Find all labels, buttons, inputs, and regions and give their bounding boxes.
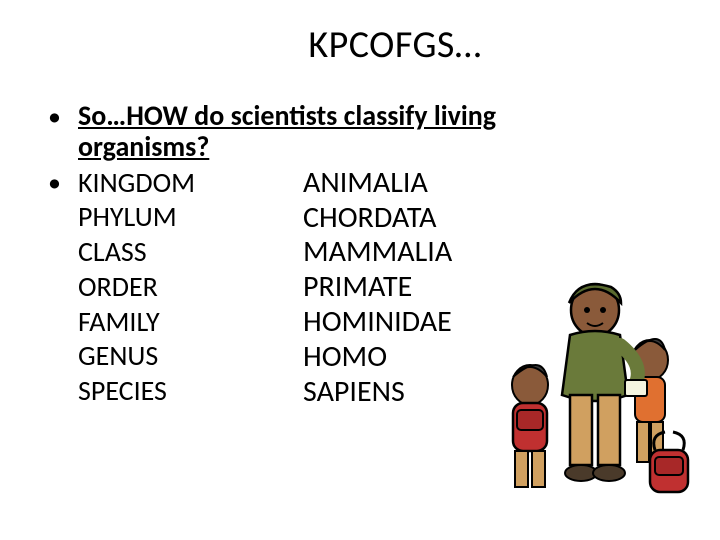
content-area: • So…HOW do scientists classify living o… <box>0 100 720 409</box>
taxonomy-levels-column: KINGDOM PHYLUM CLASS ORDER FAMILY GENUS … <box>78 166 303 410</box>
value-homo: HOMO <box>303 340 452 375</box>
value-primate: PRIMATE <box>303 270 452 305</box>
value-mammalia: MAMMALIA <box>303 235 452 270</box>
question-row: • So…HOW do scientists classify living o… <box>48 100 690 163</box>
level-order: ORDER <box>78 270 303 305</box>
level-kingdom: KINGDOM <box>78 166 303 201</box>
hikers-clipart-icon <box>475 255 700 505</box>
taxonomy-values-column: ANIMALIA CHORDATA MAMMALIA PRIMATE HOMIN… <box>303 166 452 410</box>
slide-title: KPCOFGS… <box>0 0 720 100</box>
level-phylum: PHYLUM <box>78 200 303 235</box>
level-genus: GENUS <box>78 339 303 374</box>
bullet-2: • <box>48 166 78 410</box>
value-chordata: CHORDATA <box>303 201 452 236</box>
level-class: CLASS <box>78 235 303 270</box>
value-sapiens: SAPIENS <box>303 375 452 410</box>
level-family: FAMILY <box>78 305 303 340</box>
value-animalia: ANIMALIA <box>303 166 452 201</box>
level-species: SPECIES <box>78 374 303 409</box>
bullet-1: • <box>48 100 78 129</box>
question-text: So…HOW do scientists classify living org… <box>78 100 598 163</box>
value-hominidae: HOMINIDAE <box>303 305 452 340</box>
